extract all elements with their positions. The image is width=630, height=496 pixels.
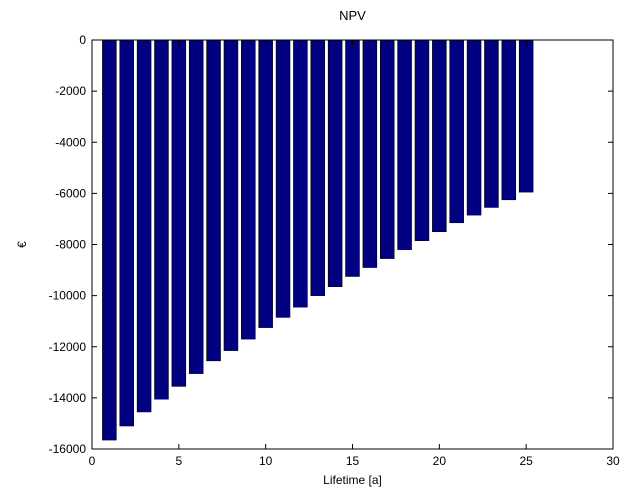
y-tick-label: -4000 xyxy=(55,135,86,149)
bar xyxy=(466,39,482,216)
x-tick-label: 25 xyxy=(519,454,533,468)
bar xyxy=(241,39,256,340)
bar xyxy=(501,39,517,201)
x-tick-label: 10 xyxy=(259,454,273,468)
bar xyxy=(119,39,134,427)
y-tick-label: -16000 xyxy=(49,442,87,456)
bar xyxy=(136,39,152,413)
x-axis-label: Lifetime [a] xyxy=(323,473,382,487)
bar xyxy=(379,39,395,259)
bar xyxy=(397,39,412,250)
x-tick-label: 20 xyxy=(433,454,447,468)
bars-group xyxy=(102,39,534,441)
y-axis-label: € xyxy=(15,241,29,248)
bar xyxy=(362,39,378,268)
y-tick-label: -10000 xyxy=(49,289,87,303)
bar xyxy=(414,39,430,241)
bar xyxy=(275,39,291,318)
bar xyxy=(258,39,273,328)
bar xyxy=(327,39,343,287)
x-tick-label: 0 xyxy=(89,454,96,468)
y-axis-ticks: 0 -2000 -4000 -6000 -8000 -10000 -12000 -14000 -… xyxy=(49,33,613,456)
x-tick-label: 15 xyxy=(346,454,360,468)
bar xyxy=(432,39,447,233)
x-tick-label: 30 xyxy=(606,454,620,468)
x-axis-ticks: 0 5 10 15 20 25 30 xyxy=(89,40,620,468)
y-tick-label: -12000 xyxy=(49,340,87,354)
bar xyxy=(518,39,534,193)
bar xyxy=(188,39,204,374)
bar xyxy=(206,39,221,362)
bar xyxy=(223,39,239,351)
bar xyxy=(449,39,464,224)
x-tick-label: 5 xyxy=(175,454,182,468)
bar xyxy=(345,39,360,277)
y-tick-label: -2000 xyxy=(55,84,86,98)
chart-title: NPV xyxy=(339,8,366,23)
y-tick-label: 0 xyxy=(79,33,86,47)
y-tick-label: -14000 xyxy=(49,391,87,405)
y-tick-label: -6000 xyxy=(55,186,86,200)
bar xyxy=(102,39,117,441)
bar xyxy=(154,39,169,400)
bar xyxy=(310,39,326,296)
y-tick-label: -8000 xyxy=(55,238,86,252)
bar xyxy=(484,39,499,208)
bar xyxy=(171,39,187,387)
bar xyxy=(293,39,308,308)
